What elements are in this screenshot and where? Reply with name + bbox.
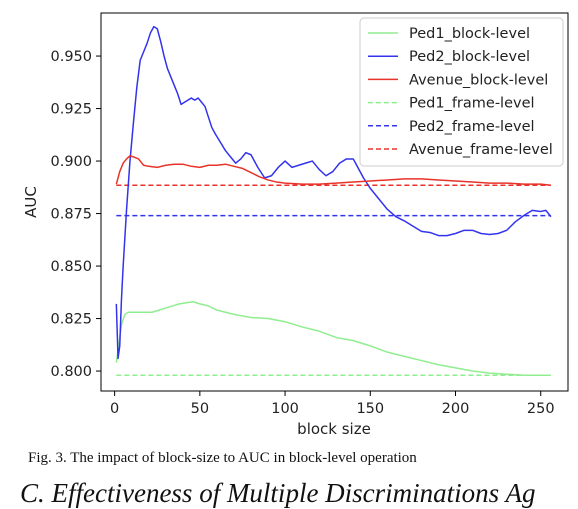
legend-entry: Avenue_frame-level	[409, 142, 553, 158]
y-axis-label: AUC	[22, 186, 40, 218]
figure-caption: Fig. 3. The impact of block-size to AUC …	[28, 450, 417, 466]
y-tick-label: 0.875	[50, 207, 92, 223]
legend-box	[359, 17, 564, 167]
legend-entry: Ped2_frame-level	[409, 119, 535, 135]
y-tick-label: 0.900	[50, 154, 92, 170]
y-tick-label: 0.800	[50, 364, 92, 380]
y-tick-label: 0.950	[50, 49, 92, 65]
y-tick-label: 0.825	[50, 312, 92, 328]
x-axis-label: block size	[297, 420, 371, 438]
x-tick-label: 100	[271, 401, 299, 417]
legend-entry: Ped2_block-level	[409, 49, 530, 65]
y-tick-label: 0.850	[50, 259, 92, 275]
x-tick-label: 0	[110, 401, 119, 417]
series-line-ped2-block-level	[115, 25, 552, 360]
auc-line-chart: 0 50 100 150 200 250 0.800 0.825 0.850 0.875 0.90…	[22, 12, 569, 438]
legend-entry: Avenue_block-level	[409, 72, 548, 88]
legend: Ped1_block-level Ped2_block-level Avenue_b…	[359, 17, 564, 167]
section-heading: C. Effectiveness of Multiple Discriminat…	[20, 478, 536, 508]
plot-frame	[100, 12, 569, 392]
x-axis-ticks: 0 50 100 150 200 250	[110, 391, 555, 417]
y-axis-ticks: 0.800 0.825 0.850 0.875 0.900 0.925 0.950	[50, 49, 101, 380]
x-tick-label: 150	[356, 401, 384, 417]
x-tick-label: 50	[191, 401, 209, 417]
series-line-avenue-block-level	[115, 155, 552, 186]
x-tick-label: 250	[527, 401, 555, 417]
legend-entry: Ped1_block-level	[409, 26, 530, 42]
series-layer	[115, 25, 552, 376]
y-tick-label: 0.925	[50, 102, 92, 118]
series-line-ped1-block-level	[115, 301, 551, 376]
x-tick-label: 200	[442, 401, 470, 417]
legend-entry: Ped1_frame-level	[409, 96, 535, 112]
